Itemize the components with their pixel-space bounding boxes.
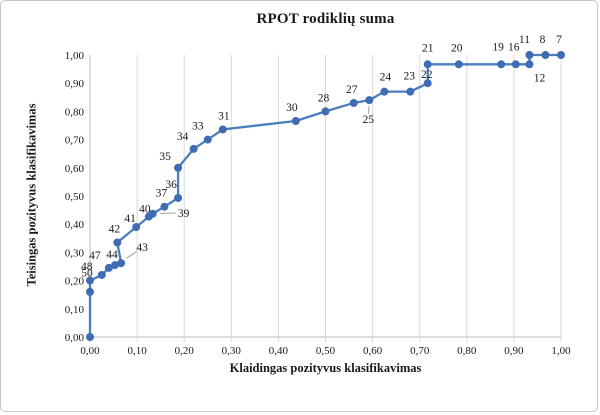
x-tick-label: 0,00 xyxy=(80,345,100,357)
x-tick-label: 0,20 xyxy=(175,345,195,357)
data-point xyxy=(497,60,505,68)
data-point xyxy=(406,88,414,96)
data-point xyxy=(380,88,388,96)
data-point-label: 31 xyxy=(218,110,230,122)
data-point xyxy=(113,239,121,247)
y-tick-label: 0,90 xyxy=(65,78,85,90)
data-point-label: 34 xyxy=(177,131,189,143)
y-tick-label: 0,10 xyxy=(65,304,85,316)
data-point-label: 12 xyxy=(534,72,546,84)
data-point-label: 48 xyxy=(81,261,93,273)
data-point-label: 23 xyxy=(404,71,416,83)
x-tick-label: 0,10 xyxy=(127,345,147,357)
y-tick-label: 0,80 xyxy=(65,106,85,118)
data-point xyxy=(190,145,198,153)
data-point xyxy=(117,259,125,267)
data-point-label: 24 xyxy=(380,72,392,84)
x-tick-label: 0,90 xyxy=(504,345,524,357)
y-tick-label: 0,50 xyxy=(65,191,85,203)
data-point xyxy=(86,288,94,296)
data-point-label: 21 xyxy=(422,42,434,54)
y-tick-label: 1,00 xyxy=(65,50,85,62)
data-point xyxy=(98,271,106,279)
data-point-label: 43 xyxy=(136,242,148,254)
data-point xyxy=(512,60,520,68)
data-point xyxy=(525,60,533,68)
data-point xyxy=(424,60,432,68)
x-tick-label: 0,50 xyxy=(316,345,336,357)
data-point-label: 25 xyxy=(363,114,375,126)
x-tick-label: 0,60 xyxy=(363,345,383,357)
data-point-label: 44 xyxy=(106,249,118,261)
data-point xyxy=(86,333,94,341)
data-point-label: 42 xyxy=(109,224,121,236)
data-point-label: 47 xyxy=(89,250,101,262)
data-point-label: 28 xyxy=(318,92,330,104)
y-tick-label: 0,00 xyxy=(65,332,85,344)
data-point xyxy=(174,164,182,172)
data-point-label: 40 xyxy=(139,204,151,216)
data-point xyxy=(204,136,212,144)
y-tick-label: 0,30 xyxy=(65,247,85,259)
y-tick-label: 0,60 xyxy=(65,163,85,175)
data-point-label: 20 xyxy=(451,42,463,54)
data-point xyxy=(292,117,300,125)
data-point-label: 22 xyxy=(421,69,433,81)
y-tick-label: 0,40 xyxy=(65,219,85,231)
data-point xyxy=(219,125,227,133)
data-point xyxy=(365,96,373,104)
x-tick-label: 0,80 xyxy=(457,345,477,357)
label-leader-line xyxy=(369,106,370,114)
data-point-label: 11 xyxy=(519,34,530,46)
label-leader-line xyxy=(126,252,137,259)
data-point-label: 27 xyxy=(346,84,358,96)
data-point xyxy=(160,203,168,211)
data-point-label: 8 xyxy=(540,34,546,46)
x-tick-label: 0,30 xyxy=(222,345,242,357)
data-point-label: 36 xyxy=(165,179,177,191)
data-point xyxy=(350,99,358,107)
x-tick-label: 0,40 xyxy=(269,345,289,357)
x-tick-label: 1,00 xyxy=(551,345,571,357)
data-point xyxy=(541,51,549,59)
data-point xyxy=(174,194,182,202)
data-point-label: 30 xyxy=(286,102,298,114)
data-point-label: 39 xyxy=(178,208,190,220)
data-point xyxy=(455,60,463,68)
x-tick-label: 0,70 xyxy=(410,345,430,357)
y-tick-label: 0,70 xyxy=(65,135,85,147)
data-point xyxy=(557,51,565,59)
data-point xyxy=(322,107,330,115)
data-point-label: 7 xyxy=(556,34,562,46)
data-point-label: 33 xyxy=(192,121,204,133)
data-point-label: 41 xyxy=(124,213,136,225)
data-point-label: 19 xyxy=(492,41,504,53)
data-point xyxy=(525,51,533,59)
data-point-label: 35 xyxy=(159,151,171,163)
